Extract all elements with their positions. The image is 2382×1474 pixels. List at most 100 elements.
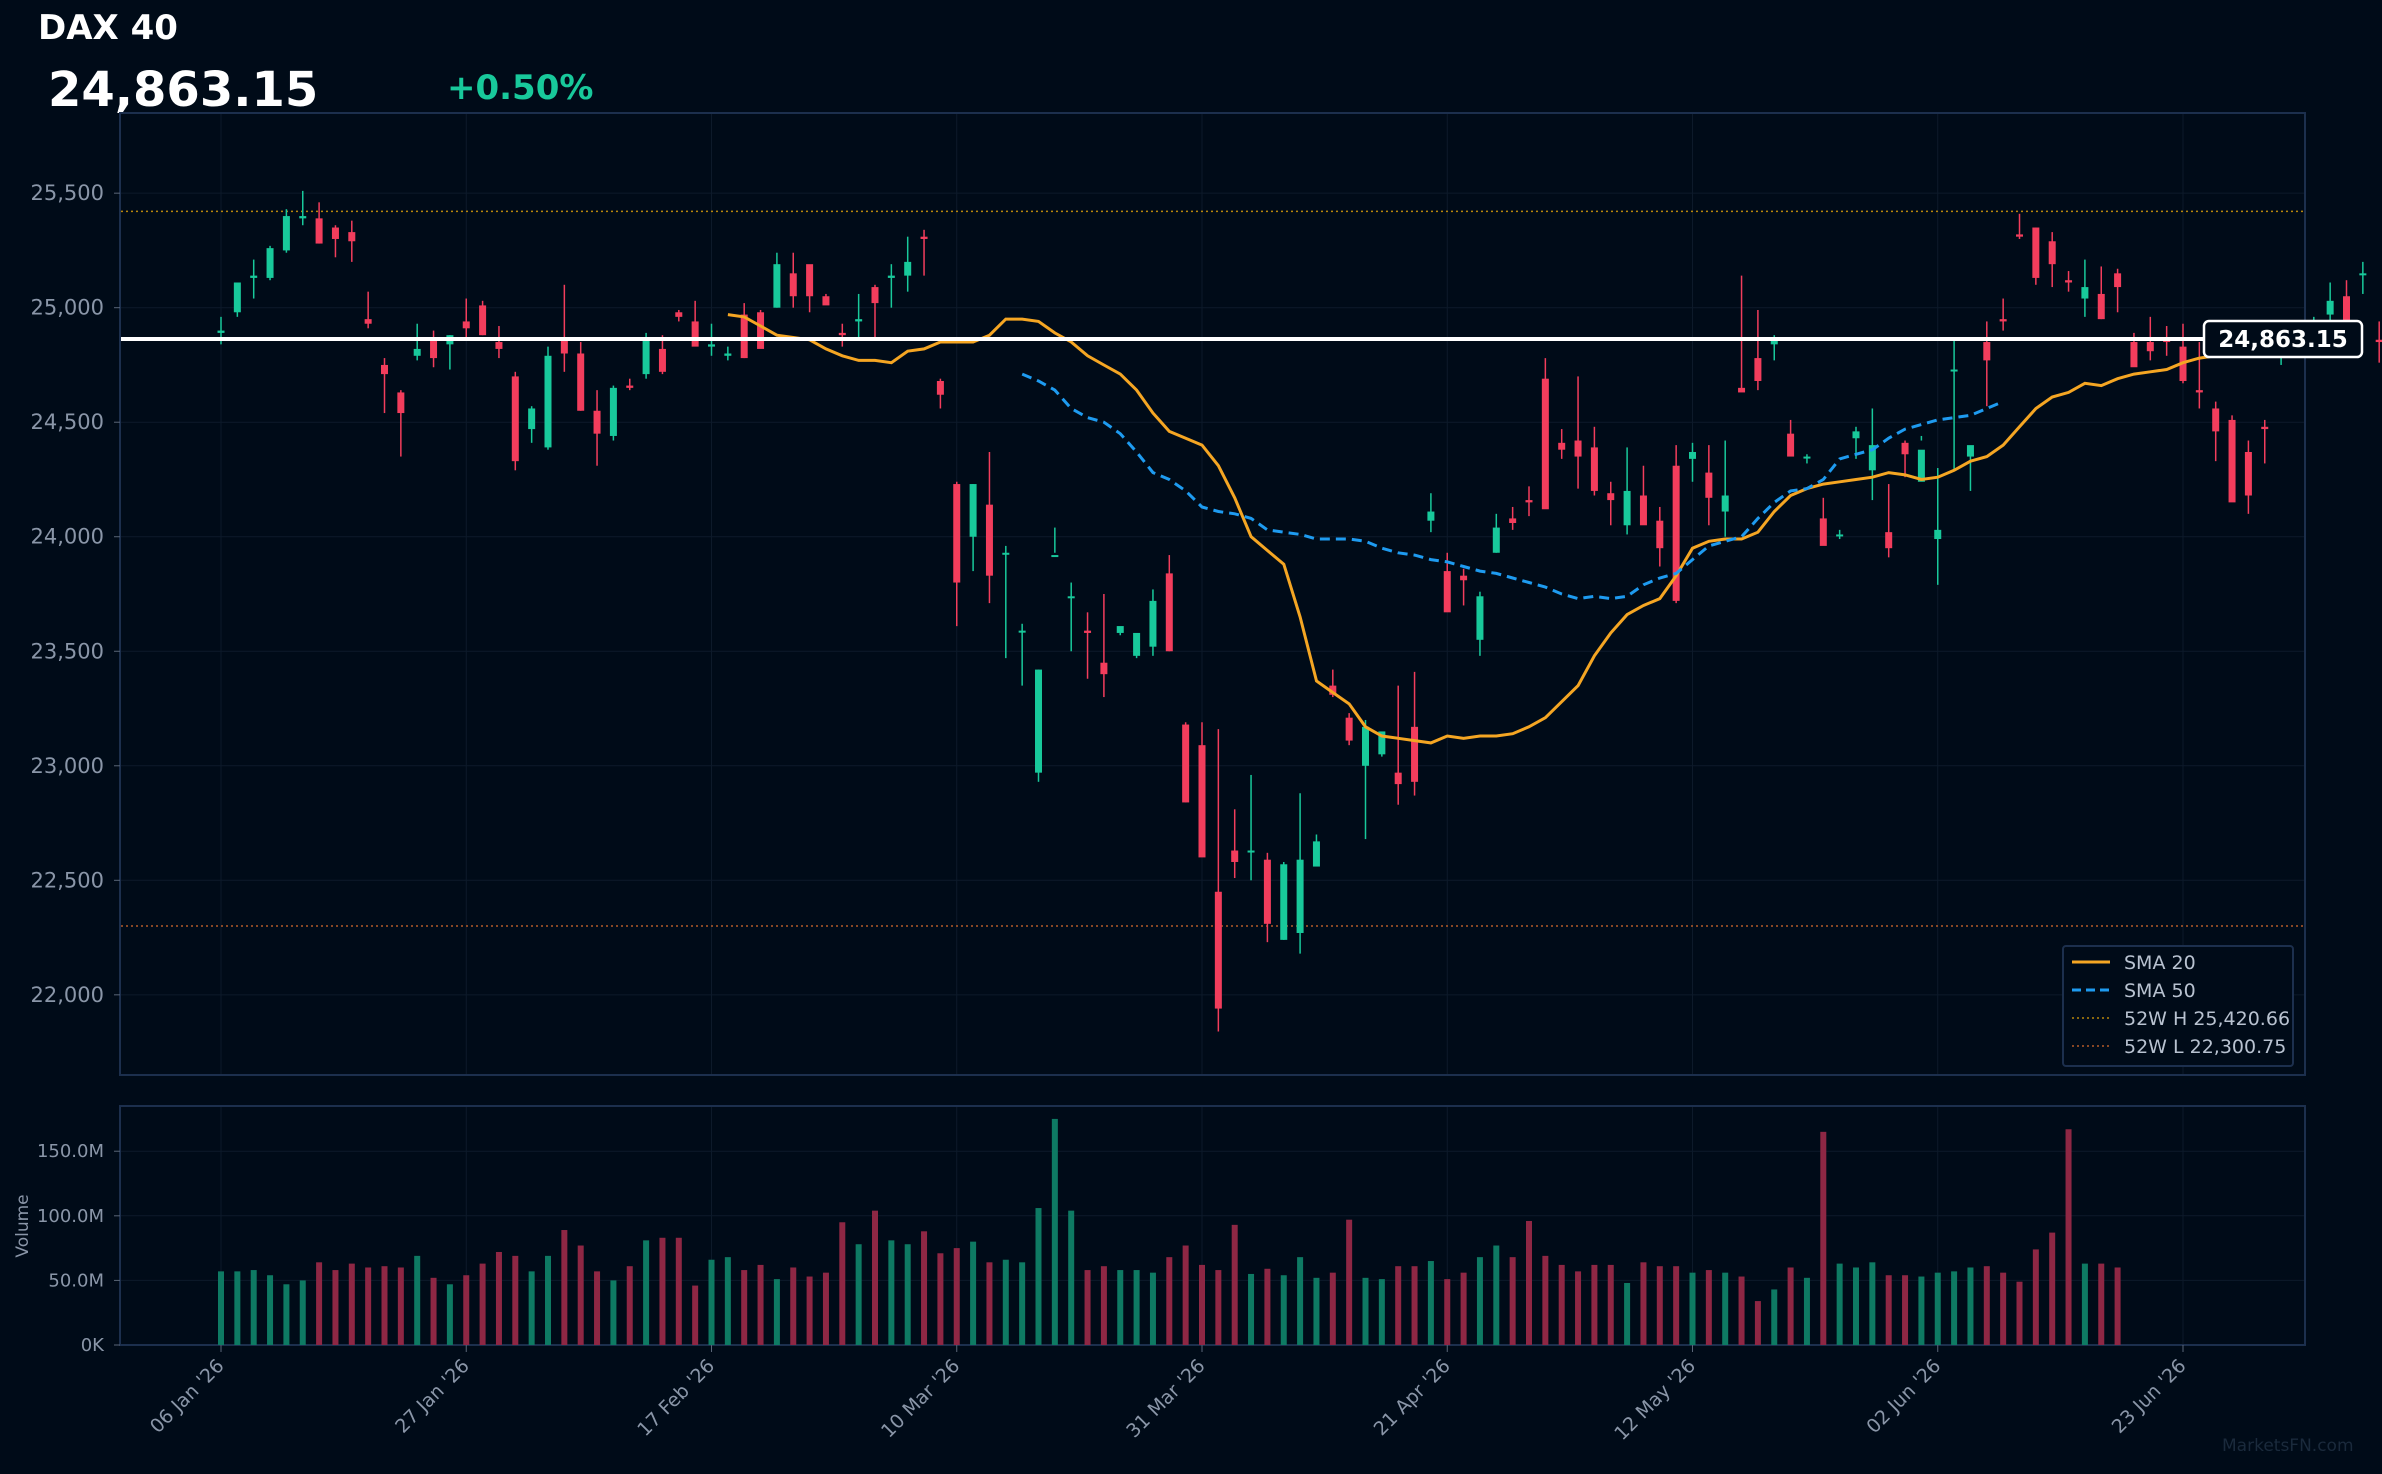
price-tick-label: 25,000 — [31, 296, 104, 320]
volume-bar — [2016, 1281, 2023, 1345]
candle-up — [1950, 369, 1958, 372]
volume-bar — [888, 1240, 895, 1345]
candle-down — [2016, 234, 2023, 237]
volume-bar — [1951, 1271, 1958, 1345]
candle-up — [2081, 287, 2089, 299]
volume-bar — [299, 1280, 306, 1345]
candle-up — [1836, 534, 1844, 537]
candle-up — [904, 261, 912, 276]
volume-bar — [692, 1285, 699, 1345]
candle-up — [1476, 596, 1484, 640]
volume-bar — [1346, 1219, 1353, 1345]
volume-bar — [839, 1222, 846, 1345]
volume-bar — [1427, 1261, 1434, 1345]
candle-down — [315, 218, 323, 244]
volume-bar — [218, 1271, 224, 1345]
volume-bar — [577, 1245, 584, 1345]
volume-bar — [970, 1241, 977, 1345]
candle-down — [560, 339, 568, 354]
price-tick-label: 25,500 — [31, 181, 104, 205]
volume-bar — [937, 1253, 944, 1345]
candle-down — [381, 364, 388, 375]
volume-bar — [790, 1267, 797, 1345]
volume-bar — [1754, 1301, 1761, 1345]
volume-bar — [1411, 1266, 1418, 1345]
candle-down — [1705, 472, 1713, 498]
volume-axis: 0K 50.0M 100.0M 150.0M — [37, 1141, 120, 1356]
volume-bar — [1705, 1270, 1712, 1345]
candle-up — [773, 264, 781, 308]
volume-bar — [1902, 1275, 1909, 1345]
candle-up — [544, 355, 552, 448]
volume-bar — [1640, 1262, 1647, 1345]
volume-bar — [1787, 1267, 1794, 1345]
candle-down — [1263, 859, 1271, 924]
volume-bar — [1313, 1277, 1320, 1345]
candle-down — [1754, 358, 1762, 381]
candle-down — [430, 339, 438, 359]
candle-down — [1198, 745, 1206, 858]
candle-down — [2048, 241, 2056, 265]
volume-bar — [610, 1280, 617, 1345]
candle-up — [1280, 864, 1288, 940]
candle-down — [348, 232, 356, 242]
volume-bar — [1117, 1270, 1124, 1345]
candle-down — [1100, 662, 1108, 675]
date-tick-label: 27 Jan '26 — [391, 1355, 474, 1438]
volume-bar — [1100, 1266, 1107, 1345]
date-tick-label: 21 Apr '26 — [1370, 1355, 1455, 1440]
candle-down — [2097, 293, 2105, 320]
candle-down — [2146, 342, 2154, 352]
volume-bar — [1362, 1277, 1369, 1345]
volume-bar — [446, 1284, 453, 1345]
last-price-tag-label: 24,863.15 — [2218, 327, 2348, 353]
candle-up — [217, 330, 225, 333]
candle-down — [495, 342, 503, 349]
candle-up — [609, 387, 617, 436]
price-axis: 22,000 22,500 23,000 23,500 24,000 24,500 25,0… — [31, 181, 120, 1007]
volume-bar — [332, 1270, 339, 1345]
candle-down — [1590, 447, 1598, 491]
candle-down — [2065, 280, 2073, 283]
candle-down — [838, 332, 846, 336]
volume-bar — [1002, 1259, 1009, 1345]
candle-down — [1214, 891, 1222, 1009]
volume-bar — [1476, 1257, 1483, 1345]
volume-bar — [1673, 1266, 1680, 1345]
volume-bar — [1460, 1272, 1467, 1345]
candle-down — [2244, 451, 2252, 496]
volume-bar — [2098, 1263, 2105, 1345]
candle-up — [282, 216, 290, 251]
candle-up — [250, 275, 258, 278]
volume-bar — [1215, 1270, 1222, 1345]
date-tick-label: 06 Jan '26 — [146, 1355, 229, 1438]
volume-bar — [773, 1279, 780, 1345]
date-tick-label: 10 Mar '26 — [877, 1355, 964, 1442]
volume-bar — [1738, 1276, 1745, 1345]
candle-down — [1329, 685, 1337, 695]
volume-bar — [1918, 1276, 1925, 1345]
volume-bar — [381, 1266, 388, 1345]
candle-up — [1852, 431, 1860, 439]
volume-bar — [1885, 1275, 1892, 1345]
volume-bar — [806, 1276, 813, 1345]
volume-bar — [414, 1255, 421, 1345]
candle-up — [1133, 632, 1141, 656]
date-tick-label: 02 Jun '26 — [1862, 1355, 1945, 1438]
candle-up — [1362, 726, 1369, 766]
volume-tick-label: 50.0M — [48, 1270, 104, 1291]
volume-bar — [1068, 1210, 1075, 1345]
candle-down — [1541, 378, 1549, 510]
volume-bars — [218, 1118, 2121, 1345]
candle-down — [1607, 493, 1615, 501]
volume-bar — [2049, 1232, 2056, 1345]
candle-up — [708, 344, 715, 347]
candle-down — [1738, 387, 1746, 393]
candle-down — [479, 305, 487, 336]
volume-bar — [1803, 1277, 1810, 1345]
candle-down — [462, 321, 470, 329]
change-percent: +0.50% — [447, 68, 594, 108]
candle-down — [2343, 296, 2350, 336]
volume-tick-label: 0K — [81, 1335, 105, 1356]
candle-up — [724, 353, 732, 356]
